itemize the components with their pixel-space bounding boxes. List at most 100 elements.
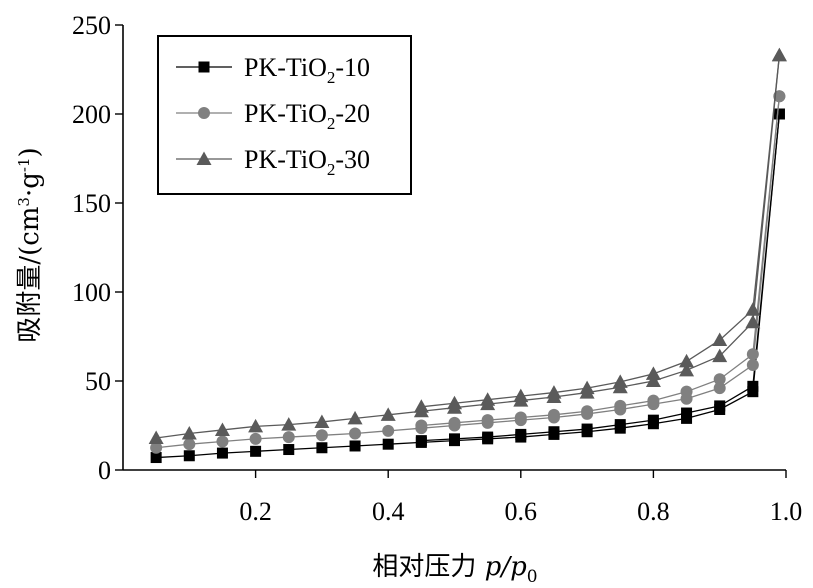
x-tick-label: 0.4 — [372, 497, 405, 526]
data-point-desorption — [448, 416, 461, 429]
legend-label-sub: 2 — [327, 160, 336, 179]
data-point-adsorption — [148, 430, 164, 444]
legend-label-suffix: -20 — [335, 99, 370, 128]
data-point-adsorption — [380, 407, 396, 421]
axis-ticks: 0 50 100 150 200 250 0.2 0.4 0.6 0.8 1.0 — [72, 11, 802, 526]
data-point-desorption — [548, 426, 560, 438]
data-point-desorption — [547, 408, 560, 421]
data-point-adsorption — [745, 314, 761, 329]
legend-label-sub: 2 — [327, 68, 336, 87]
x-tick-label: 0.8 — [637, 497, 670, 526]
series-line-adsorption — [156, 55, 781, 439]
x-axis-title-p0: p — [510, 552, 527, 582]
data-point-desorption — [681, 407, 693, 419]
data-point-adsorption — [181, 426, 197, 440]
data-point-desorption — [513, 388, 529, 403]
legend-marker — [198, 61, 210, 73]
data-point-adsorption — [183, 450, 195, 462]
y-axis-title-suffix: ) — [15, 147, 45, 157]
data-point-adsorption — [746, 358, 759, 371]
series-1 — [150, 108, 785, 464]
data-point-desorption — [413, 399, 429, 413]
series-2 — [150, 90, 786, 454]
data-point-desorption — [546, 385, 562, 399]
data-point-adsorption — [150, 441, 163, 454]
data-point-adsorption — [349, 427, 362, 440]
data-point-adsorption — [150, 452, 162, 464]
y-axis-title-prefix: 吸附量/(cm — [15, 207, 45, 343]
data-point-desorption — [415, 435, 427, 447]
y-tick-label: 0 — [98, 456, 111, 485]
data-point-adsorption — [214, 422, 230, 436]
y-tick-label: 200 — [72, 100, 111, 129]
data-point-desorption — [745, 302, 761, 316]
legend-label-prefix: PK-TiO — [244, 99, 327, 128]
data-point-adsorption — [216, 435, 229, 448]
data-point-adsorption — [712, 348, 728, 363]
data-point-adsorption — [216, 447, 228, 459]
data-point-adsorption — [283, 444, 295, 456]
data-point-adsorption — [282, 431, 295, 444]
data-point-desorption — [773, 90, 786, 103]
x-tick-label: 0.2 — [239, 497, 272, 526]
data-point-desorption — [415, 419, 428, 432]
y-axis-title: 吸附量/(cm3·g-1) — [15, 147, 45, 342]
data-point-desorption — [449, 433, 460, 445]
x-axis-title-prefix: 相对压力 — [372, 552, 484, 582]
data-point-adsorption — [645, 373, 661, 387]
data-point-desorption — [679, 353, 695, 368]
y-axis-title-group: 吸附量/(cm3·g-1) — [15, 147, 45, 342]
data-point-adsorption — [183, 438, 196, 451]
data-point-adsorption — [316, 442, 328, 454]
data-point-desorption — [614, 399, 627, 412]
legend-marker — [198, 107, 210, 119]
legend-label-prefix: PK-TiO — [244, 145, 327, 174]
legend-label-sub: 2 — [327, 114, 336, 133]
data-point-adsorption — [314, 414, 330, 428]
data-point-adsorption — [349, 440, 361, 452]
data-point-desorption — [612, 374, 628, 388]
y-tick-label: 50 — [85, 367, 111, 396]
x-axis-title: 相对压力 p/p0 — [372, 552, 537, 587]
data-point-desorption — [481, 414, 494, 427]
y-tick-label: 150 — [72, 189, 111, 218]
legend-label-prefix: PK-TiO — [244, 53, 327, 82]
data-point-adsorption — [347, 410, 363, 425]
data-point-desorption — [647, 394, 660, 407]
data-point-desorption — [713, 373, 726, 386]
axis-titles: 相对压力 p/p0 吸附量/(cm3·g-1) — [15, 147, 538, 587]
series-3 — [148, 47, 787, 444]
data-point-desorption — [714, 400, 726, 412]
series-line-desorption — [421, 113, 781, 442]
data-point-desorption — [647, 414, 659, 426]
data-point-desorption — [515, 428, 527, 440]
data-point-desorption — [680, 385, 693, 398]
data-point-adsorption — [382, 424, 395, 437]
data-point-adsorption — [248, 418, 264, 433]
data-point-desorption — [773, 108, 785, 120]
data-point-desorption — [579, 380, 595, 395]
data-point-desorption — [581, 405, 594, 418]
x-axis-title-slash: / — [498, 552, 512, 582]
plot-area — [148, 47, 787, 464]
data-point-adsorption — [382, 438, 394, 450]
data-point-desorption — [747, 380, 759, 392]
data-point-desorption — [482, 431, 494, 443]
x-axis-title-sub: 0 — [527, 567, 538, 587]
series-line-desorption — [421, 55, 781, 408]
y-axis-title-mid: ·g — [15, 172, 45, 197]
data-point-adsorption — [250, 445, 262, 457]
data-point-desorption — [712, 332, 728, 347]
data-point-desorption — [447, 395, 462, 410]
x-tick-label: 0.6 — [505, 497, 538, 526]
legend-marker — [196, 151, 212, 165]
series-line-adsorption — [156, 113, 781, 459]
data-point-desorption — [581, 423, 593, 435]
data-point-desorption — [771, 47, 787, 62]
legend-label-suffix: -10 — [335, 53, 370, 82]
series-line-desorption — [421, 96, 781, 427]
data-point-desorption — [514, 411, 527, 424]
data-point-desorption — [645, 366, 661, 380]
